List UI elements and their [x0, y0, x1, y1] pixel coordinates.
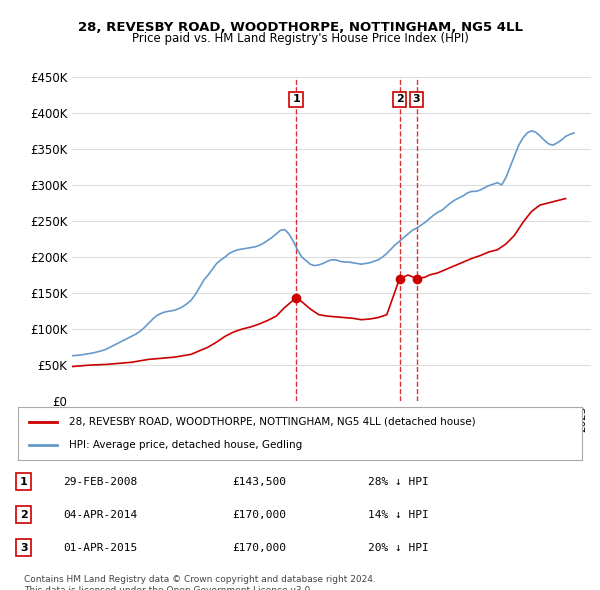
Text: 04-APR-2014: 04-APR-2014 [63, 510, 137, 520]
Text: HPI: Average price, detached house, Gedling: HPI: Average price, detached house, Gedl… [69, 440, 302, 450]
Text: 2: 2 [395, 94, 403, 104]
Text: Contains HM Land Registry data © Crown copyright and database right 2024.
This d: Contains HM Land Registry data © Crown c… [24, 575, 376, 590]
Text: 20% ↓ HPI: 20% ↓ HPI [368, 543, 428, 553]
Text: 1: 1 [292, 94, 300, 104]
Text: £170,000: £170,000 [232, 543, 286, 553]
Text: £170,000: £170,000 [232, 510, 286, 520]
Text: 3: 3 [413, 94, 421, 104]
Text: 29-FEB-2008: 29-FEB-2008 [63, 477, 137, 487]
Text: 2: 2 [20, 510, 28, 520]
Text: 14% ↓ HPI: 14% ↓ HPI [368, 510, 428, 520]
Text: 01-APR-2015: 01-APR-2015 [63, 543, 137, 553]
Text: 28, REVESBY ROAD, WOODTHORPE, NOTTINGHAM, NG5 4LL: 28, REVESBY ROAD, WOODTHORPE, NOTTINGHAM… [77, 21, 523, 34]
Text: Price paid vs. HM Land Registry's House Price Index (HPI): Price paid vs. HM Land Registry's House … [131, 32, 469, 45]
Text: 1: 1 [20, 477, 28, 487]
Text: 28% ↓ HPI: 28% ↓ HPI [368, 477, 428, 487]
Text: £143,500: £143,500 [232, 477, 286, 487]
Text: 28, REVESBY ROAD, WOODTHORPE, NOTTINGHAM, NG5 4LL (detached house): 28, REVESBY ROAD, WOODTHORPE, NOTTINGHAM… [69, 417, 475, 427]
Text: 3: 3 [20, 543, 28, 553]
